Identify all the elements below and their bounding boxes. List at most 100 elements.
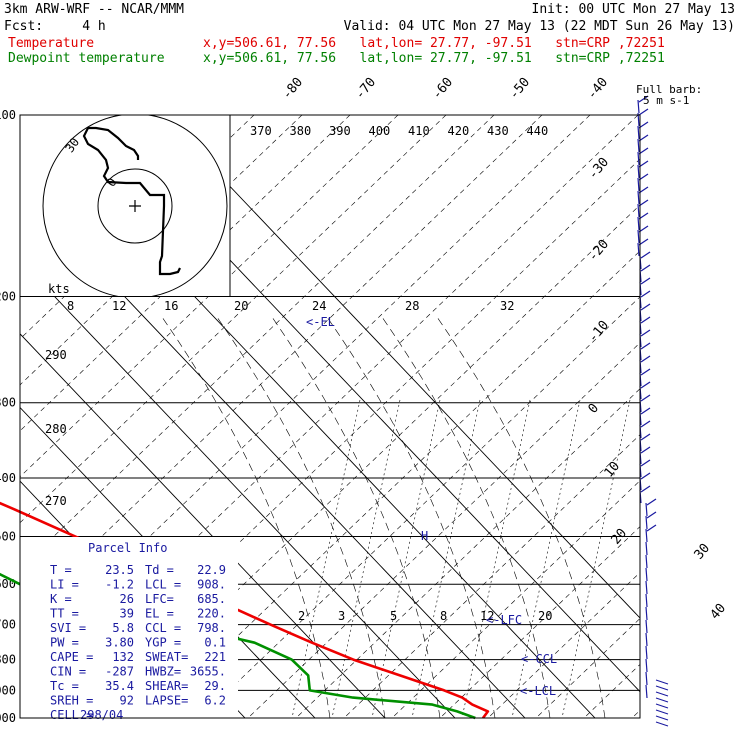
wind-barb-flag bbox=[646, 511, 657, 519]
wind-barb-flag bbox=[655, 715, 669, 721]
dry-adiabat-label: 370 bbox=[250, 124, 272, 138]
parcel-row-value: 3.80 bbox=[105, 636, 134, 650]
pressure-tick-label: 300 bbox=[0, 396, 16, 410]
parcel-row-label2: LFC= bbox=[145, 592, 174, 606]
hodograph-ring-outer bbox=[42, 115, 228, 296]
parcel-row-label2: SWEAT= bbox=[145, 650, 188, 664]
mixing-ratio-label: 3 bbox=[338, 609, 345, 623]
wind-barb-flag bbox=[655, 721, 669, 727]
mixing-ratio-label: 5 bbox=[390, 609, 397, 623]
temperature-legend-label: Temperature bbox=[8, 36, 94, 51]
moist-adiabat-line bbox=[327, 317, 496, 718]
hodograph-speed-label: 8 bbox=[67, 299, 74, 313]
wind-barb-staff bbox=[637, 164, 640, 179]
hodograph-ring-label-30: 30 bbox=[62, 135, 82, 155]
dry-adiabat-line bbox=[20, 115, 495, 570]
wind-legend-speed: 5 m s-1 bbox=[643, 94, 689, 107]
init-time: Init: 00 UTC Mon 27 May 13 bbox=[532, 2, 736, 17]
wind-barb-flag bbox=[640, 316, 651, 324]
dry-adiabat-line bbox=[20, 115, 639, 707]
pressure-tick-label: 700 bbox=[0, 618, 16, 632]
parcel-row-label: K = bbox=[50, 592, 72, 606]
parcel-row-value2: 6.2 bbox=[204, 694, 226, 708]
ccl-marker: <-CCL bbox=[521, 652, 557, 666]
wind-barb-flag bbox=[640, 394, 651, 402]
wind-barb-flag bbox=[640, 381, 651, 389]
wind-legend-title: Full barb: bbox=[636, 83, 702, 96]
parcel-row-value2: 29. bbox=[204, 679, 226, 693]
dry-adiabat-label: 400 bbox=[369, 124, 391, 138]
li-marker: H bbox=[421, 529, 428, 543]
parcel-row-value2: 22.9 bbox=[197, 563, 226, 577]
wind-barb-flag bbox=[655, 679, 669, 685]
dry-adiabat-label: 390 bbox=[329, 124, 351, 138]
moist-adiabat-line bbox=[437, 317, 606, 718]
dry-adiabat-line bbox=[151, 250, 640, 718]
el-marker: <-EL bbox=[306, 315, 335, 329]
wind-legend: Full barb: 5 m s-1 bbox=[636, 83, 702, 107]
parcel-row-label2: LAPSE= bbox=[145, 694, 188, 708]
wind-barb-staff bbox=[645, 580, 648, 595]
parcel-row-label2: LCL = bbox=[145, 578, 181, 592]
parcel-row-label: LI = bbox=[50, 578, 79, 592]
wind-barb-staff bbox=[637, 138, 640, 153]
pressure-tick-label: 800 bbox=[0, 653, 16, 667]
dry-adiabat-label: 430 bbox=[487, 124, 509, 138]
model-title: 3km ARW-WRF -- NCAR/MMM bbox=[4, 2, 184, 17]
hodograph-kts-label: kts bbox=[48, 282, 70, 296]
wind-barb-staff bbox=[645, 554, 648, 569]
wind-barb-flag bbox=[655, 703, 669, 709]
parcel-row-label2: CCL = bbox=[145, 621, 181, 635]
wind-barb-flag bbox=[640, 459, 651, 467]
dry-adiabat-line bbox=[199, 296, 640, 718]
wind-barb-staff bbox=[645, 671, 648, 686]
plot-frame bbox=[19, 114, 641, 719]
pressure-tick-label: 100 bbox=[0, 108, 16, 122]
wind-barb-flag bbox=[640, 433, 651, 441]
parcel-row-label2: EL = bbox=[145, 607, 174, 621]
dewpoint-legend-label: Dewpoint temperature bbox=[8, 51, 165, 66]
moist-adiabat-line bbox=[162, 317, 331, 718]
pressure-tick-label: 200 bbox=[0, 290, 16, 304]
parcel-row-value: 132 bbox=[112, 650, 134, 664]
hodograph-speed-label: 32 bbox=[500, 299, 514, 313]
parcel-row-value: 26 bbox=[120, 592, 134, 606]
wind-barb-flag bbox=[655, 685, 669, 691]
mixing-ratio-line bbox=[461, 399, 531, 718]
dry-adiabat-line bbox=[295, 388, 640, 718]
forecast-hour: Fcst: 4 h bbox=[4, 19, 106, 34]
wind-barb-flag bbox=[640, 264, 651, 272]
wind-barb-staff bbox=[645, 658, 648, 673]
wind-barb-staff bbox=[637, 242, 640, 257]
parcel-row-label: CAPE = bbox=[50, 650, 93, 664]
wind-barb-staff bbox=[637, 203, 640, 218]
parcel-info-title: Parcel Info bbox=[88, 541, 167, 555]
wind-barb-staff bbox=[645, 502, 648, 517]
wind-barb-staff bbox=[645, 541, 648, 556]
parcel-row-value2: 221 bbox=[204, 650, 226, 664]
parcel-row-value2: 220. bbox=[197, 607, 226, 621]
wind-barb-flag bbox=[646, 498, 657, 506]
pressure-tick-label: 400 bbox=[0, 471, 16, 485]
wind-barb-flag bbox=[640, 446, 651, 454]
dewpoint-profile bbox=[0, 572, 476, 720]
parcel-row-label2: Td = bbox=[145, 563, 174, 577]
wind-barb-flag bbox=[640, 368, 651, 376]
parcel-row-value2: 908. bbox=[197, 578, 226, 592]
wind-barb-flag bbox=[640, 420, 651, 428]
wind-barb-flag bbox=[646, 524, 657, 532]
wind-barb-staff bbox=[645, 645, 648, 660]
parcel-row-value2: 3655. bbox=[190, 665, 226, 679]
dry-adiabat-line bbox=[20, 115, 399, 478]
wind-barb-flag bbox=[640, 472, 651, 480]
dry-adiabat-line bbox=[55, 158, 640, 718]
wind-barb-flag bbox=[655, 697, 669, 703]
wind-barb-staff bbox=[645, 515, 648, 530]
parcel-row-value: 92 bbox=[120, 694, 134, 708]
parcel-row-label: SVI = bbox=[50, 621, 86, 635]
wind-barb-flag bbox=[640, 303, 651, 311]
header: 3km ARW-WRF -- NCAR/MMM Init: 00 UTC Mon… bbox=[4, 2, 735, 66]
wind-barb-flag bbox=[640, 342, 651, 350]
hodograph-speed-label: 20 bbox=[234, 299, 248, 313]
